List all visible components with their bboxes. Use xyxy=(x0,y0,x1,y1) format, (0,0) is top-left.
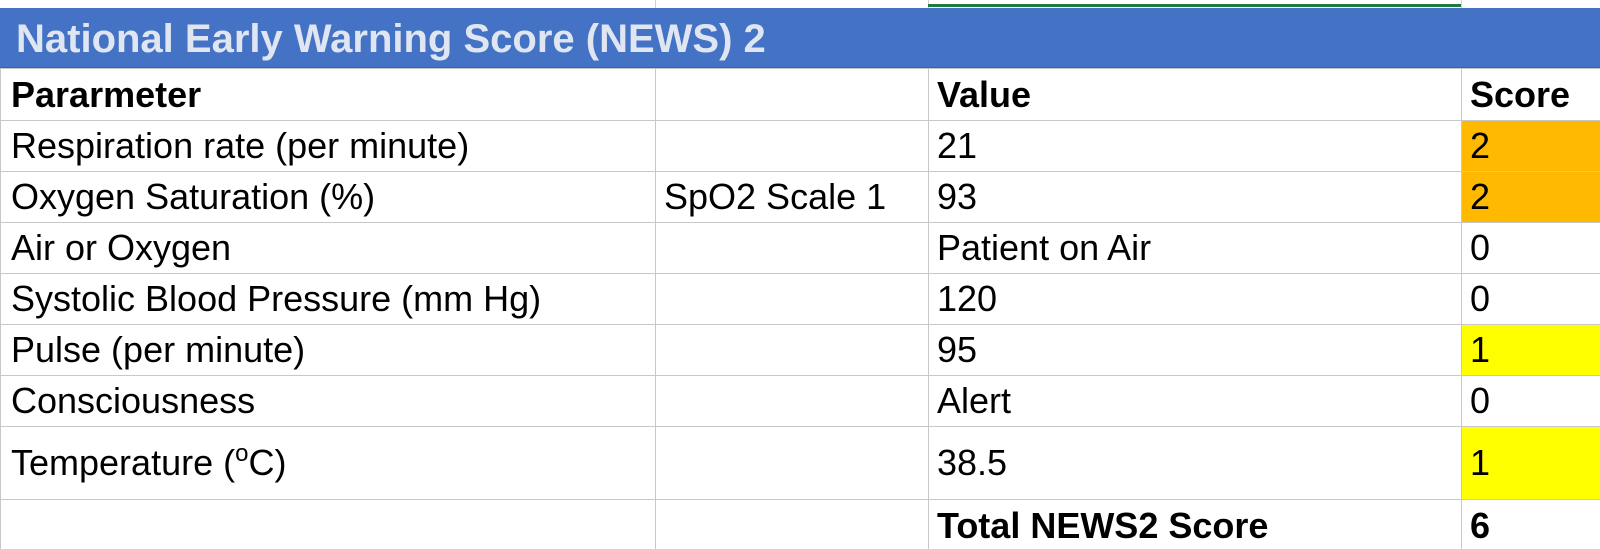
parameter-cell[interactable]: Oxygen Saturation (%) xyxy=(0,171,656,223)
degree-superscript: o xyxy=(235,440,249,467)
value-cell[interactable]: Patient on Air xyxy=(928,222,1462,274)
parameter-cell[interactable]: Temperature (oC) xyxy=(0,426,656,500)
sheet-title: National Early Warning Score (NEWS) 2 xyxy=(16,17,766,61)
extra-cell[interactable]: SpO2 Scale 1 xyxy=(655,171,929,223)
score-cell[interactable]: 1 xyxy=(1461,324,1600,376)
table-row: Consciousness Alert 0 xyxy=(0,375,1600,427)
extra-cell[interactable] xyxy=(655,120,929,172)
score-cell[interactable]: 2 xyxy=(1461,171,1600,223)
parameter-text-suffix: C) xyxy=(248,442,287,483)
value-cell[interactable]: 21 xyxy=(928,120,1462,172)
extra-cell[interactable] xyxy=(655,426,929,500)
column-divider xyxy=(655,0,656,8)
title-cell[interactable]: National Early Warning Score (NEWS) 2 xyxy=(0,8,1600,68)
table-row: Air or Oxygen Patient on Air 0 xyxy=(0,222,1600,274)
parameter-cell[interactable]: Respiration rate (per minute) xyxy=(0,120,656,172)
empty-cell[interactable] xyxy=(655,499,929,549)
score-cell[interactable]: 1 xyxy=(1461,426,1600,500)
parameter-cell[interactable]: Systolic Blood Pressure (mm Hg) xyxy=(0,273,656,325)
extra-cell[interactable] xyxy=(655,222,929,274)
score-cell[interactable]: 0 xyxy=(1461,375,1600,427)
total-row: Total NEWS2 Score 6 xyxy=(0,499,1600,549)
value-cell[interactable]: 93 xyxy=(928,171,1462,223)
header-score-cell[interactable]: Score xyxy=(1461,68,1600,121)
table-row: Oxygen Saturation (%) SpO2 Scale 1 93 2 xyxy=(0,171,1600,223)
parameter-cell[interactable]: Consciousness xyxy=(0,375,656,427)
score-cell[interactable]: 2 xyxy=(1461,120,1600,172)
selected-cell-border xyxy=(928,4,1461,7)
extra-cell[interactable] xyxy=(655,273,929,325)
score-cell[interactable]: 0 xyxy=(1461,222,1600,274)
table-row: Pulse (per minute) 95 1 xyxy=(0,324,1600,376)
previous-row-strip xyxy=(0,0,1600,8)
column-divider xyxy=(1461,0,1462,8)
news2-table: Pararmeter Value Score Respiration rate … xyxy=(0,68,1600,549)
score-cell[interactable]: 0 xyxy=(1461,273,1600,325)
header-value-cell[interactable]: Value xyxy=(928,68,1462,121)
table-row: Systolic Blood Pressure (mm Hg) 120 0 xyxy=(0,273,1600,325)
parameter-cell[interactable]: Air or Oxygen xyxy=(0,222,656,274)
table-row: Respiration rate (per minute) 21 2 xyxy=(0,120,1600,172)
empty-cell[interactable] xyxy=(0,499,656,549)
header-extra-cell[interactable] xyxy=(655,68,929,121)
table-row: Temperature (oC) 38.5 1 xyxy=(0,426,1600,500)
extra-cell[interactable] xyxy=(655,375,929,427)
extra-cell[interactable] xyxy=(655,324,929,376)
parameter-cell[interactable]: Pulse (per minute) xyxy=(0,324,656,376)
value-cell[interactable]: 38.5 xyxy=(928,426,1462,500)
value-cell[interactable]: 95 xyxy=(928,324,1462,376)
value-cell[interactable]: Alert xyxy=(928,375,1462,427)
parameter-text: Temperature ( xyxy=(11,442,236,483)
value-cell[interactable]: 120 xyxy=(928,273,1462,325)
header-row: Pararmeter Value Score xyxy=(0,68,1600,121)
total-score-cell[interactable]: 6 xyxy=(1461,499,1600,549)
header-parameter-cell[interactable]: Pararmeter xyxy=(0,68,656,121)
total-label-cell[interactable]: Total NEWS2 Score xyxy=(928,499,1462,549)
